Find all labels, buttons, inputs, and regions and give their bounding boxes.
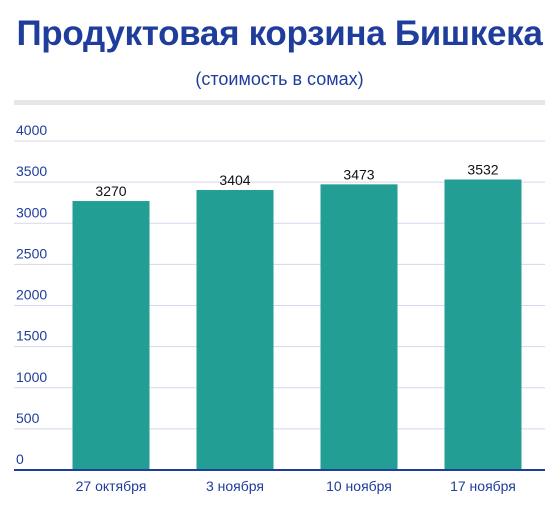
data-label: 3404 <box>219 172 250 188</box>
y-tick-label: 1000 <box>16 369 47 385</box>
x-tick-label: 27 октября <box>76 478 147 494</box>
y-tick-label: 1500 <box>16 328 47 344</box>
y-tick-label: 2000 <box>16 287 47 303</box>
chart-subtitle: (стоимость в сомах) <box>195 69 364 89</box>
data-label: 3532 <box>467 161 498 177</box>
chart-title: Продуктовая корзина Бишкека <box>16 14 543 53</box>
x-tick-label: 3 ноября <box>206 478 264 494</box>
x-tick-label: 17 ноября <box>450 478 516 494</box>
data-label: 3270 <box>95 183 126 199</box>
bar <box>72 201 150 471</box>
y-tick-label: 0 <box>16 451 24 467</box>
bar <box>444 179 522 471</box>
bar <box>196 190 274 470</box>
y-tick-label: 2500 <box>16 245 47 261</box>
y-tick-label: 3500 <box>16 163 47 179</box>
title-divider <box>14 100 545 105</box>
y-tick-label: 3000 <box>16 204 47 220</box>
y-tick-label: 4000 <box>16 122 47 138</box>
y-tick-label: 500 <box>16 410 40 426</box>
bar <box>320 184 398 470</box>
x-tick-label: 10 ноября <box>326 478 392 494</box>
data-label: 3473 <box>343 166 374 182</box>
